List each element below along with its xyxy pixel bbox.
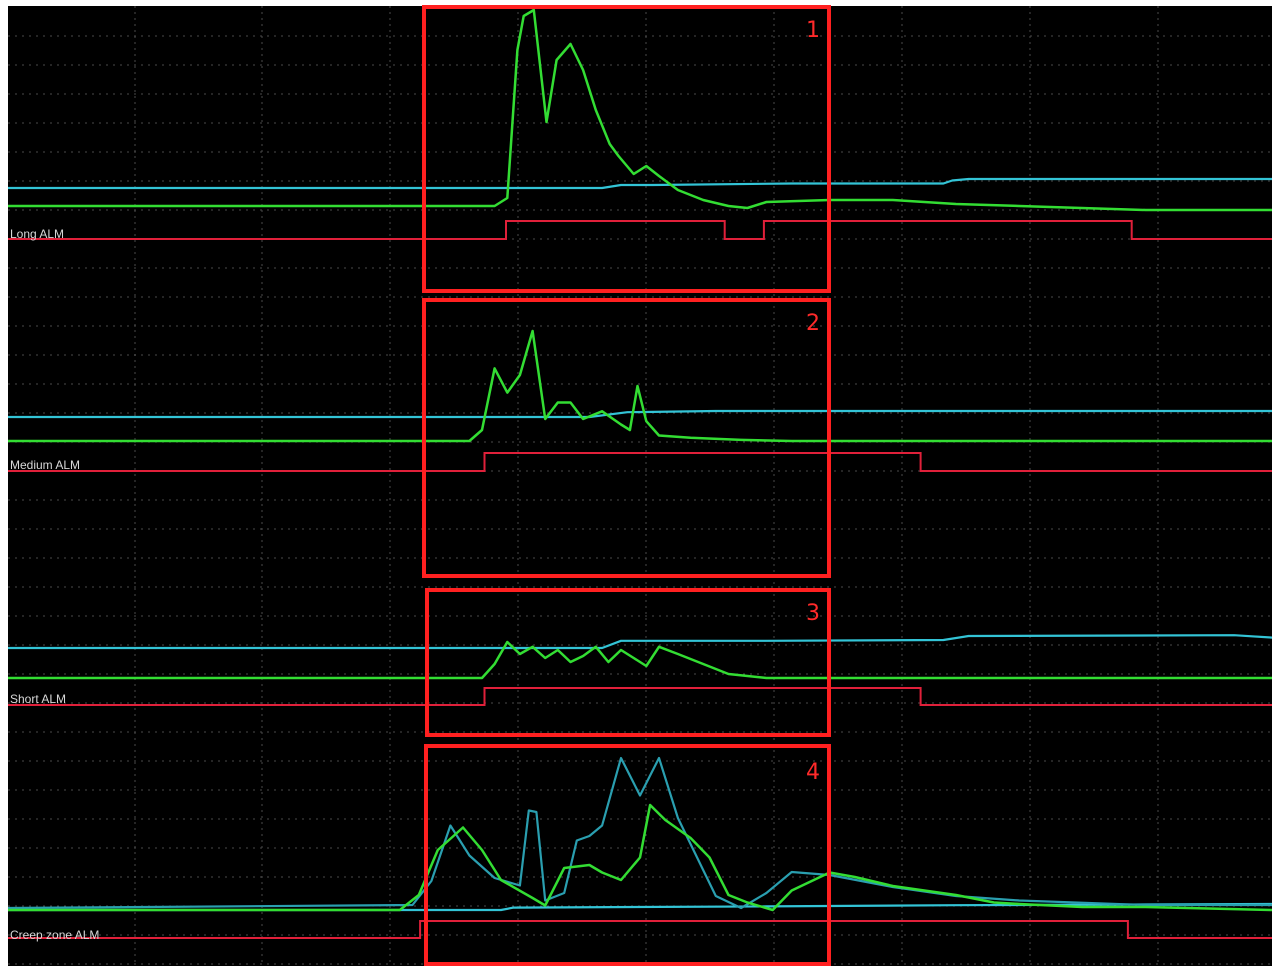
box-number-1: 1 [806,18,820,43]
channel-label-medium: Medium ALM [10,458,80,472]
green-signal-short [8,640,1272,680]
alarm-trace-creep [8,920,1272,939]
plot-background [8,6,1272,966]
highlight-box-4 [424,744,831,966]
alarm-trace-long [8,220,1272,240]
green-signal-creep [8,803,1273,912]
grid [8,6,1272,966]
channel-label-long: Long ALM [10,227,64,241]
traces [7,8,1273,939]
alarm-trace-medium [8,452,1272,472]
alarm-trace-short [8,687,1272,706]
cyan-signal-long [8,177,1272,190]
channel-label-short: Short ALM [10,692,66,706]
highlight-box-1 [422,5,831,293]
box-number-4: 4 [806,760,820,785]
cyan-signal-medium [8,409,1272,419]
channel-label-creep: Creep zone ALM [10,928,99,942]
highlight-boxes: 1 2 3 4 [422,5,831,966]
highlight-box-2 [422,298,831,578]
highlight-box-3 [425,588,831,737]
green-signal-long [8,8,1272,212]
cyan-signal-creep [8,902,1273,912]
box-number-3: 3 [806,601,820,626]
green-signal-medium [8,329,1272,443]
teal-signal-creep [7,756,1272,910]
channel-labels: Long ALM Medium ALM Short ALM Creep zone… [10,227,99,942]
cyan-signal-short [8,634,1273,650]
box-number-2: 2 [806,311,820,336]
